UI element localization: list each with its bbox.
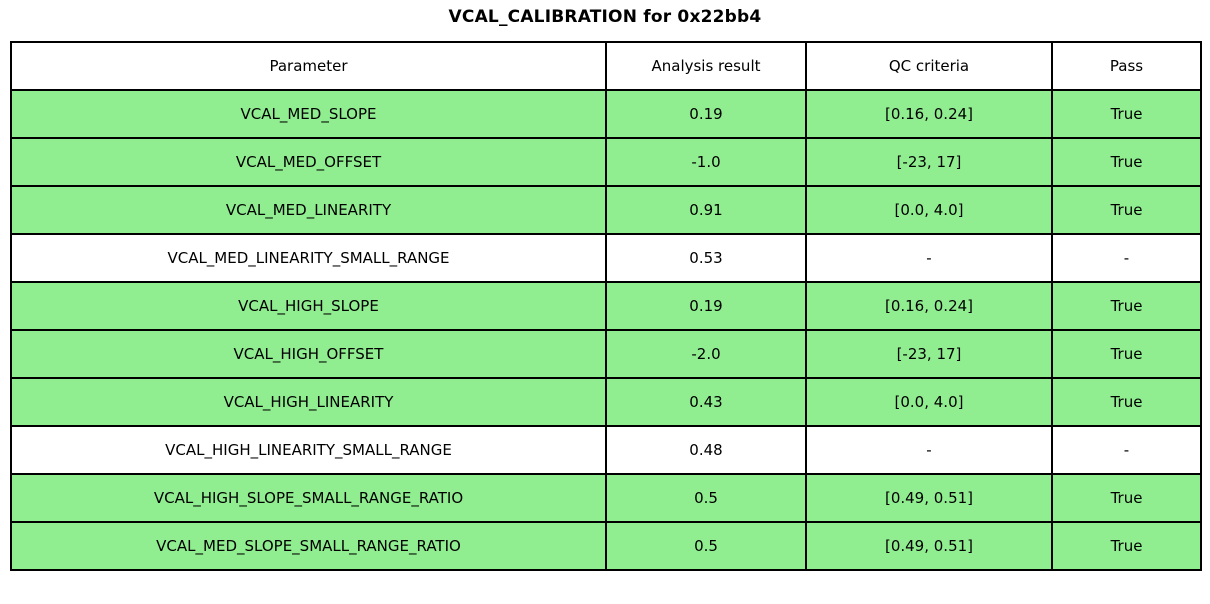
- qc-criteria-cell: [-23, 17]: [805, 137, 1053, 187]
- parameter-cell: VCAL_MED_LINEARITY_SMALL_RANGE: [10, 233, 607, 283]
- pass-cell: True: [1051, 377, 1202, 427]
- pass-cell: True: [1051, 473, 1202, 523]
- table-row: VCAL_HIGH_OFFSET -2.0 [-23, 17] True: [10, 329, 1202, 379]
- table-row: VCAL_MED_SLOPE_SMALL_RANGE_RATIO 0.5 [0.…: [10, 521, 1202, 571]
- qc-criteria-cell: [0.49, 0.51]: [805, 521, 1053, 571]
- pass-cell: True: [1051, 185, 1202, 235]
- pass-cell: True: [1051, 137, 1202, 187]
- table-row: VCAL_MED_LINEARITY_SMALL_RANGE 0.53 - -: [10, 233, 1202, 283]
- column-header-qc-criteria: QC criteria: [805, 41, 1053, 91]
- table-row: VCAL_HIGH_LINEARITY_SMALL_RANGE 0.48 - -: [10, 425, 1202, 475]
- qc-criteria-cell: [0.16, 0.24]: [805, 89, 1053, 139]
- column-header-parameter: Parameter: [10, 41, 607, 91]
- analysis-result-cell: -2.0: [605, 329, 807, 379]
- pass-cell: True: [1051, 329, 1202, 379]
- parameter-cell: VCAL_HIGH_LINEARITY_SMALL_RANGE: [10, 425, 607, 475]
- parameter-cell: VCAL_HIGH_SLOPE: [10, 281, 607, 331]
- table-row: VCAL_MED_OFFSET -1.0 [-23, 17] True: [10, 137, 1202, 187]
- table-row: VCAL_HIGH_SLOPE 0.19 [0.16, 0.24] True: [10, 281, 1202, 331]
- qc-criteria-cell: [0.0, 4.0]: [805, 377, 1053, 427]
- parameter-cell: VCAL_HIGH_OFFSET: [10, 329, 607, 379]
- figure-title: VCAL_CALIBRATION for 0x22bb4: [448, 7, 762, 27]
- column-header-analysis-result: Analysis result: [605, 41, 807, 91]
- parameter-cell: VCAL_HIGH_LINEARITY: [10, 377, 607, 427]
- analysis-result-cell: 0.5: [605, 521, 807, 571]
- pass-cell: True: [1051, 521, 1202, 571]
- qc-criteria-cell: -: [805, 233, 1053, 283]
- analysis-result-cell: 0.43: [605, 377, 807, 427]
- table-body: VCAL_MED_SLOPE 0.19 [0.16, 0.24] True VC…: [10, 89, 1202, 571]
- analysis-result-cell: 0.19: [605, 89, 807, 139]
- pass-cell: -: [1051, 425, 1202, 475]
- parameter-cell: VCAL_MED_OFFSET: [10, 137, 607, 187]
- parameter-cell: VCAL_HIGH_SLOPE_SMALL_RANGE_RATIO: [10, 473, 607, 523]
- qc-criteria-cell: [-23, 17]: [805, 329, 1053, 379]
- analysis-result-cell: 0.5: [605, 473, 807, 523]
- pass-cell: True: [1051, 89, 1202, 139]
- analysis-result-cell: 0.19: [605, 281, 807, 331]
- parameter-cell: VCAL_MED_SLOPE_SMALL_RANGE_RATIO: [10, 521, 607, 571]
- qc-criteria-cell: -: [805, 425, 1053, 475]
- parameter-cell: VCAL_MED_SLOPE: [10, 89, 607, 139]
- table-row: VCAL_HIGH_SLOPE_SMALL_RANGE_RATIO 0.5 [0…: [10, 473, 1202, 523]
- analysis-result-cell: 0.91: [605, 185, 807, 235]
- qc-criteria-cell: [0.49, 0.51]: [805, 473, 1053, 523]
- table-row: VCAL_MED_SLOPE 0.19 [0.16, 0.24] True: [10, 89, 1202, 139]
- pass-cell: True: [1051, 281, 1202, 331]
- table-row: VCAL_HIGH_LINEARITY 0.43 [0.0, 4.0] True: [10, 377, 1202, 427]
- analysis-result-cell: 0.48: [605, 425, 807, 475]
- table-row: VCAL_MED_LINEARITY 0.91 [0.0, 4.0] True: [10, 185, 1202, 235]
- qc-criteria-cell: [0.0, 4.0]: [805, 185, 1053, 235]
- analysis-result-cell: -1.0: [605, 137, 807, 187]
- qc-criteria-cell: [0.16, 0.24]: [805, 281, 1053, 331]
- pass-cell: -: [1051, 233, 1202, 283]
- parameter-cell: VCAL_MED_LINEARITY: [10, 185, 607, 235]
- qc-results-table: Parameter Analysis result QC criteria Pa…: [10, 41, 1202, 571]
- analysis-result-cell: 0.53: [605, 233, 807, 283]
- header-row: Parameter Analysis result QC criteria Pa…: [10, 41, 1202, 91]
- column-header-pass: Pass: [1051, 41, 1202, 91]
